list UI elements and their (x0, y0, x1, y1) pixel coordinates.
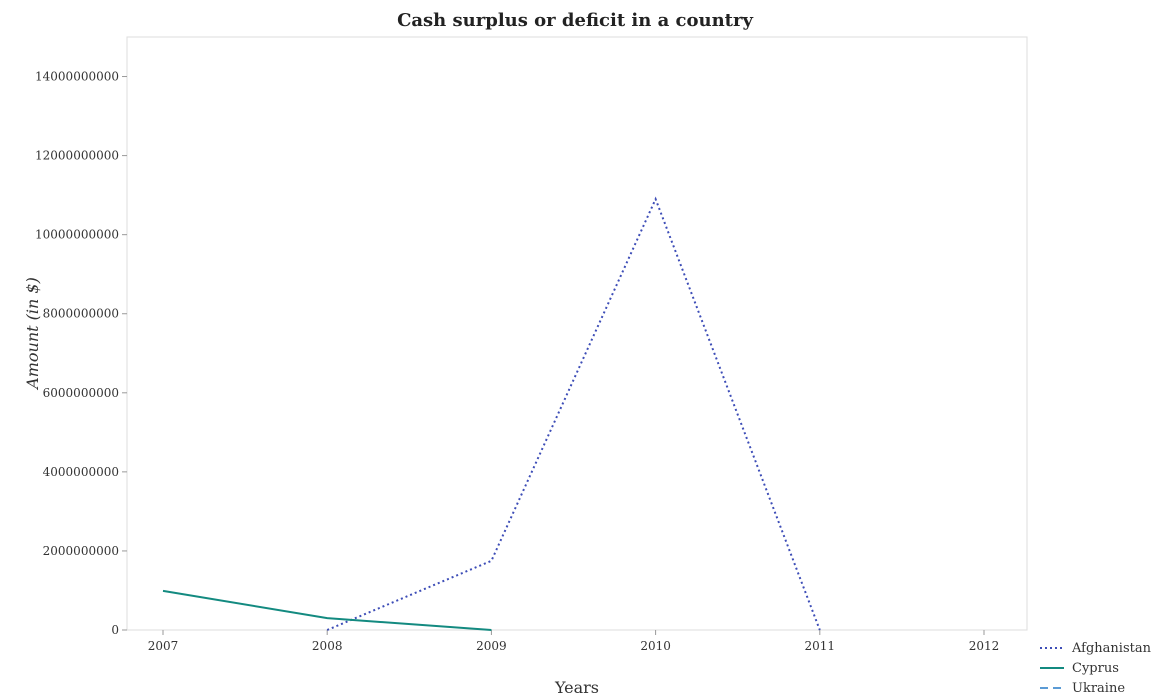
y-tick-label: 2000000000 (43, 544, 119, 558)
legend: Afghanistan Cyprus Ukraine (1040, 641, 1151, 696)
y-tick-label: 12000000000 (35, 149, 119, 163)
x-tick-label: 2007 (148, 639, 179, 653)
y-axis-label: Amount (in $) (23, 277, 42, 391)
y-tick-label: 14000000000 (35, 70, 119, 84)
y-tick-label: 8000000000 (43, 307, 119, 321)
x-tick-label: 2011 (805, 639, 836, 653)
series-line-afghanistan (326, 196, 821, 631)
x-axis-label: Years (554, 678, 599, 697)
y-tick-label: 6000000000 (43, 386, 119, 400)
legend-label-ukraine: Ukraine (1072, 681, 1125, 696)
x-axis-ticks: 2007 2008 2009 2010 2011 2012 (148, 630, 1000, 653)
x-tick-label: 2012 (969, 639, 1000, 653)
plot-area (126, 36, 1028, 631)
y-tick-label: 4000000000 (43, 465, 119, 479)
chart-title: Cash surplus or deficit in a country (397, 10, 753, 31)
y-tick-label: 0 (111, 623, 119, 637)
x-tick-label: 2008 (312, 639, 343, 653)
legend-label-afghanistan: Afghanistan (1071, 641, 1151, 656)
legend-label-cyprus: Cyprus (1072, 661, 1119, 676)
y-axis-ticks: 0 2000000000 4000000000 6000000000 800000000… (35, 70, 127, 637)
series-layer (162, 196, 821, 631)
x-tick-label: 2010 (640, 639, 671, 653)
y-tick-label: 10000000000 (35, 228, 119, 242)
series-line-cyprus (162, 589, 492, 631)
x-tick-label: 2009 (476, 639, 507, 653)
